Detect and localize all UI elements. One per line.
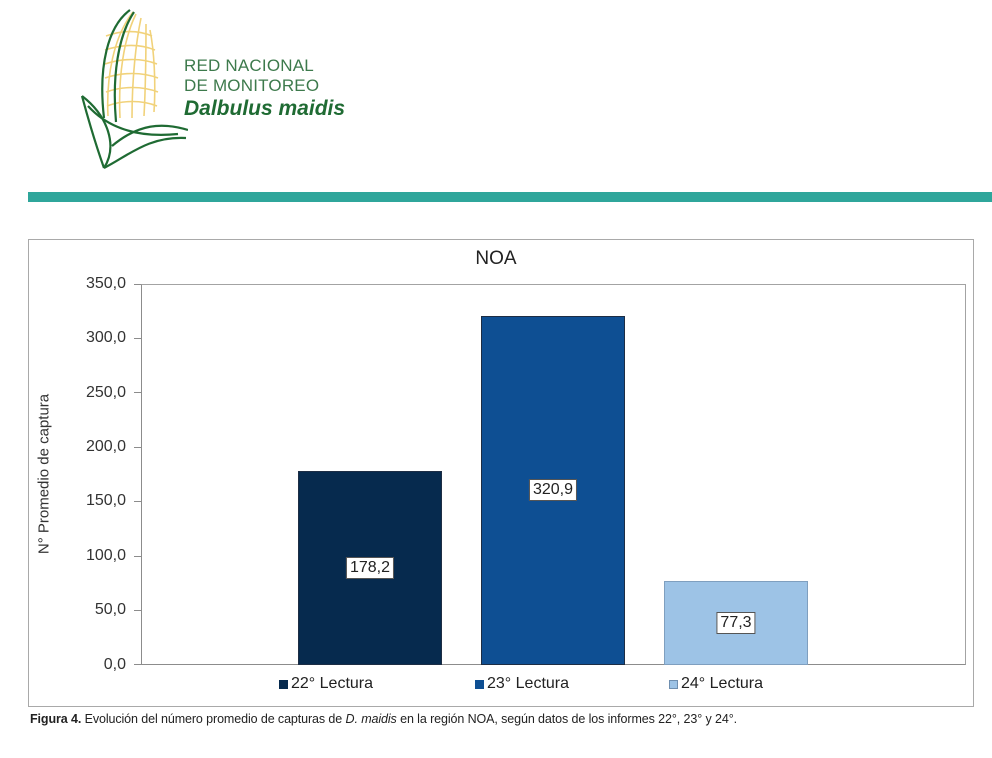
y-tick-label: 250,0 [85,384,126,401]
y-tick-mark [134,664,141,665]
corn-leaf-logo-icon [80,9,188,169]
y-tick-label: 300,0 [85,329,126,346]
y-tick-label: 150,0 [85,492,126,509]
caption-text-2: en la región NOA, según datos de los inf… [396,712,737,726]
legend-swatch-icon [669,679,678,689]
legend-label: 22° Lectura [291,675,374,692]
caption-text-1: Evolución del número promedio de captura… [81,712,346,726]
y-tick-label: 0,0 [103,656,126,673]
y-tick-label: 350,0 [85,275,126,292]
logo-text: RED NACIONAL DE MONITOREO Dalbulus maidi… [184,56,345,121]
legend-item-24: 24° Lectura [669,675,763,693]
header-divider [28,192,992,202]
y-tick-label: 200,0 [85,438,126,455]
chart-title: NOA [475,248,517,269]
legend-item-22: 22° Lectura [279,675,373,693]
y-tick-label: 50,0 [94,601,126,618]
y-tick-mark [134,556,141,557]
y-axis-title: N° Promedio de captura [35,393,53,555]
logo: RED NACIONAL DE MONITOREO Dalbulus maidi… [78,6,378,174]
y-tick-mark [134,284,141,285]
legend-swatch-icon [279,679,288,689]
bar-value-label: 178,2 [345,557,395,579]
y-tick-mark [134,501,141,502]
legend-item-23: 23° Lectura [475,675,569,693]
y-tick-mark [134,447,141,448]
legend-swatch-icon [475,679,484,689]
y-tick-mark [134,338,141,339]
figure-caption: Figura 4. Evolución del número promedio … [30,712,737,726]
legend-label: 24° Lectura [681,675,764,692]
caption-species: D. maidis [345,712,397,726]
y-tick-mark [134,392,141,393]
legend-label: 23° Lectura [487,675,570,692]
bar-value-label: 77,3 [716,611,756,634]
y-tick-mark [134,610,141,611]
logo-line-1: RED NACIONAL [184,56,314,75]
logo-species-name: Dalbulus maidis [184,97,346,120]
y-tick-label: 100,0 [85,547,126,564]
logo-line-2: DE MONITOREO [184,76,320,95]
bar-value-label: 320,9 [528,479,578,502]
figure-label: Figura 4. [30,712,82,726]
